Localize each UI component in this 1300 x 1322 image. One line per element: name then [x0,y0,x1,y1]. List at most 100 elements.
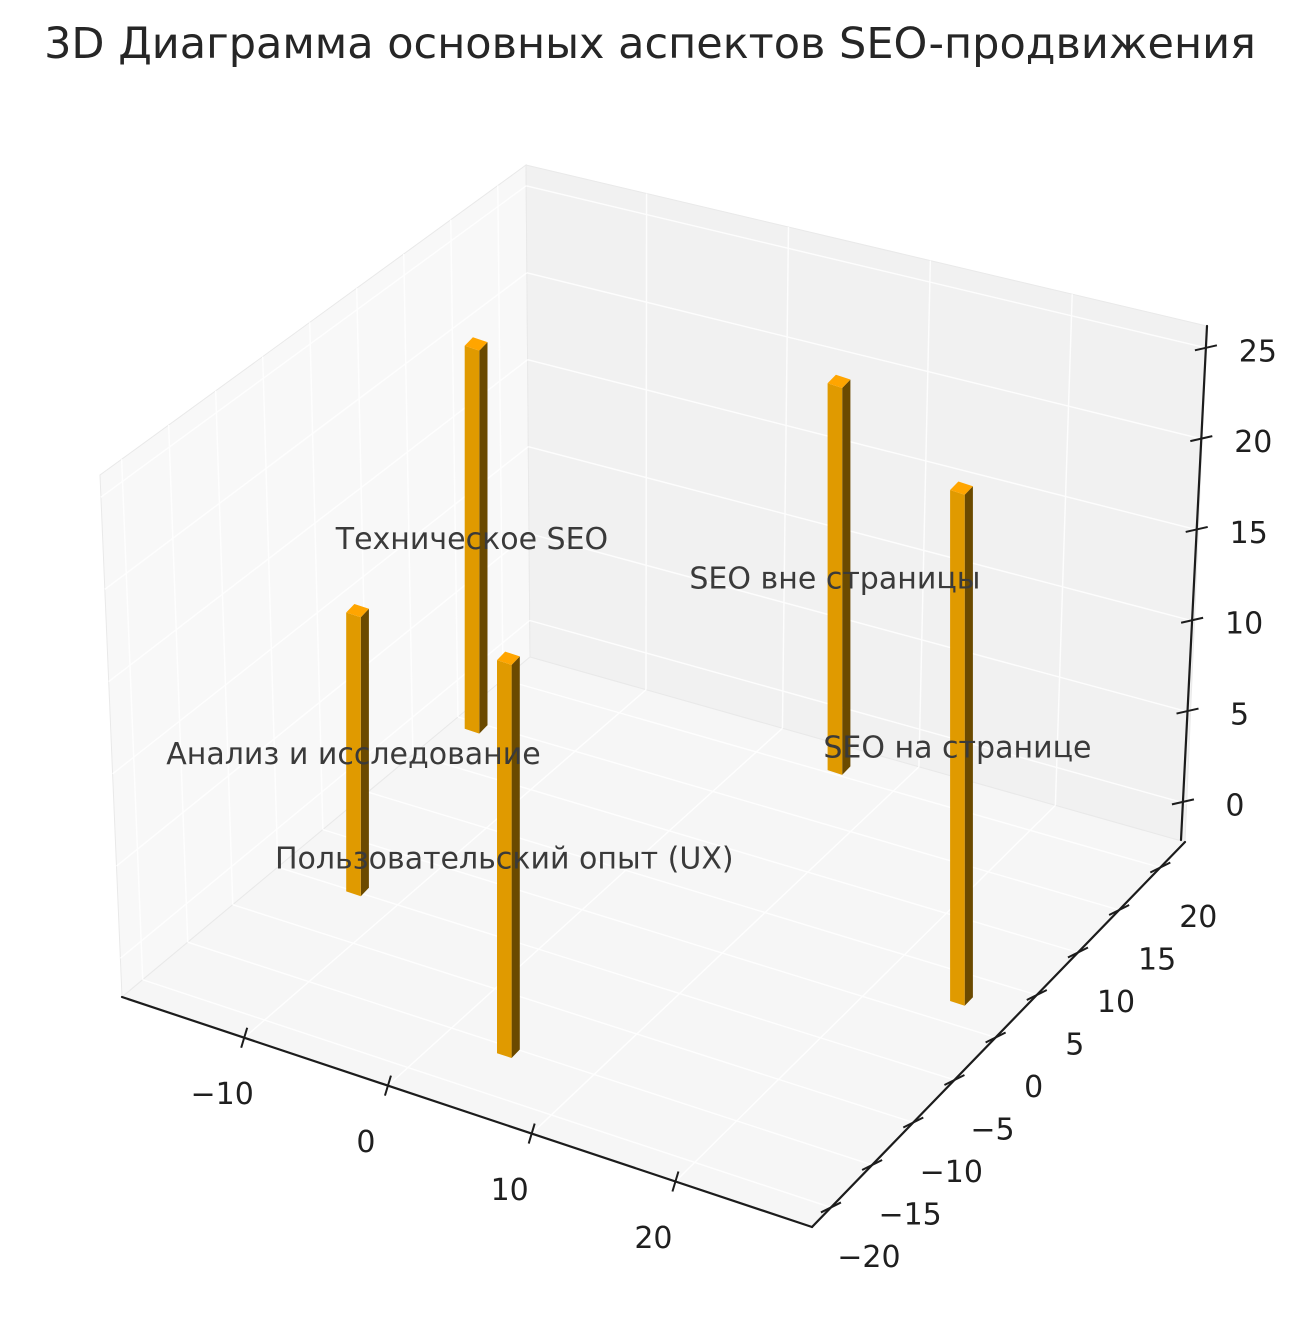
wall-grid-x [645,193,648,690]
bar-side-face [479,342,488,734]
z-tick-label: 15 [1230,516,1268,551]
wall-grid-y [120,459,144,980]
wall-grid-z-left [112,446,529,775]
y-tick-label: 10 [1097,985,1135,1020]
y-tick-label: −10 [920,1155,983,1190]
bar-front-face [950,490,965,1006]
wall-grid-z-right [526,185,1207,349]
y-tick [944,1074,965,1086]
bar-labels: Техническое SEO SEO вне страницы Анализ и … [166,522,1091,876]
x-tick-label: 0 [356,1125,375,1160]
wall-grid-y [450,219,459,718]
wall-grid-z-left [116,533,530,867]
bar-label: SEO вне страницы [689,562,980,597]
z-tick [1194,344,1218,352]
wall-grid-z-right [529,619,1187,805]
y-tick [1149,861,1171,874]
wall-grid-z-left [100,185,527,498]
panes [99,164,1208,1228]
wall-grid-y [167,425,189,943]
bar-side-face [964,486,973,1006]
bar-label: Пользовательский опыт (UX) [275,842,734,877]
bar-label: Анализ и исследование [166,737,541,772]
chart-title: 3D Диаграмма основных аспектов SEO-продв… [44,19,1256,69]
bar-label: Техническое SEO [335,522,608,557]
wall-grid-x [781,227,790,729]
x-tick-label: 20 [634,1221,672,1256]
x-tick [383,1075,392,1096]
floor-grid-x [243,689,647,1039]
bar-side-face [511,656,520,1058]
x-axis-line [120,995,814,1229]
x-tick [240,1027,249,1049]
bars [346,337,973,1058]
floor-grid-y [502,678,1161,869]
floor-grid-y [232,904,914,1124]
tick-marks [240,344,1218,1214]
z-tick-label: 20 [1234,425,1272,460]
floor-grid-y [277,866,955,1081]
y-tick-label: −15 [878,1197,941,1232]
floor-grid-y [457,716,1120,911]
z-tick [1190,435,1213,443]
wall-grid-z-right [526,272,1203,440]
wall-grid-y [403,253,414,755]
bar [827,374,851,775]
y-tick [820,1201,842,1214]
wall-grid-y [497,185,504,680]
gridlines [100,185,1207,1209]
bar-top-face [827,374,851,388]
wall-grid-y [261,356,279,868]
z-tick [1176,707,1199,715]
wall-grid-y [309,322,324,830]
bar-side-face [360,608,369,897]
z-axis-line [1179,324,1209,842]
bar-top-face [950,481,973,495]
bar [497,651,520,1058]
x-tick-label: −10 [191,1077,254,1112]
wall-grid-z-right [527,359,1199,531]
z-tick [1171,798,1195,806]
wall-grid-z-left [119,619,531,959]
z-tick-label: 5 [1230,698,1249,733]
bar-top-face [497,651,520,665]
y-tick-label: 20 [1179,900,1217,935]
y-tick [1108,904,1130,916]
y-tick [861,1159,883,1171]
bar-label: SEO на странице [823,730,1091,765]
wall-grid-z-left [108,359,529,683]
wall-grid-x [918,260,932,767]
bar [346,604,369,897]
z-tick-label: 25 [1239,334,1277,369]
y-tick-label: −20 [837,1240,900,1275]
wall-grid-z-right [528,445,1195,623]
z-tick [1180,616,1204,624]
y-tick-label: 5 [1065,1027,1084,1062]
floor-grid-x [387,727,783,1087]
bar [950,481,973,1006]
y-tick-label: −5 [970,1112,1014,1147]
wall-grid-y [214,390,234,905]
wall-grid-z-left [104,272,528,590]
z-tick-label: 10 [1225,607,1263,642]
y-tick-label: 15 [1138,942,1176,977]
floor-grid-y [187,941,873,1166]
z-tick-label: 0 [1225,788,1244,823]
x-tick [527,1123,536,1144]
floor-grid-y [322,828,996,1039]
floor-grid-y [142,979,832,1209]
y-tick-label: 0 [1024,1070,1043,1105]
y-tick [985,1031,1007,1044]
floor-grid-y [367,791,1037,996]
bar [464,337,488,734]
z-tick [1185,525,1208,533]
bar-top-face [464,337,488,351]
bar-top-face [346,604,369,618]
y-tick [1026,989,1048,1001]
wall-grid-x [1054,294,1073,806]
bar-front-face [464,345,480,734]
x-tick-label: 10 [491,1173,529,1208]
